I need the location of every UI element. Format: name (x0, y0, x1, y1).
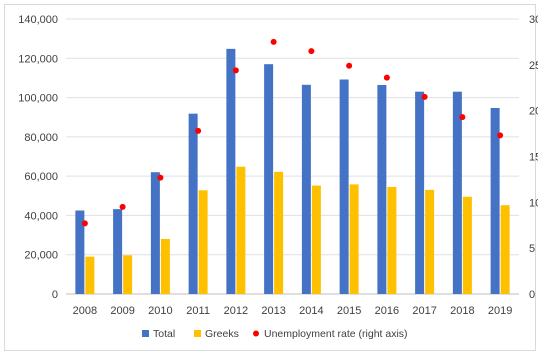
x-tick-label: 2014 (299, 305, 323, 317)
x-tick-label: 2011 (186, 305, 210, 317)
bar-total (188, 113, 198, 294)
y-left-tick-label: 120,000 (18, 53, 58, 65)
unemployment-point (81, 220, 88, 227)
x-tick-label: 2018 (450, 305, 474, 317)
bar-greeks (387, 186, 397, 294)
bar-total (377, 85, 387, 294)
unemployment-point (346, 62, 353, 69)
x-tick-label: 2010 (148, 305, 172, 317)
y-right-tick-label: 25 (529, 60, 538, 72)
y-left-tick-label: 100,000 (18, 93, 58, 105)
legend-label-total: Total (153, 328, 175, 340)
bar-total (75, 210, 85, 294)
bar-greeks (311, 185, 321, 294)
unemployment-point (497, 132, 504, 139)
unemployment-point (308, 48, 315, 55)
x-tick-label: 2017 (412, 305, 436, 317)
bar-total (452, 91, 462, 294)
unemployment-point (459, 114, 466, 121)
bar-marks (75, 48, 510, 294)
y-left-tick-label: 140,000 (18, 14, 58, 26)
y-left-tick-label: 80,000 (24, 132, 58, 144)
unemployment-point (232, 67, 239, 74)
legend-swatch-total (142, 330, 149, 337)
x-tick-label: 2016 (375, 305, 399, 317)
unemployment-point (119, 203, 126, 210)
bar-total (113, 209, 123, 294)
bar-total (264, 64, 274, 294)
x-tick-label: 2009 (110, 305, 134, 317)
y-right-tick-label: 15 (529, 152, 538, 164)
y-right-tick-label: 5 (529, 243, 535, 255)
bar-total (150, 172, 160, 294)
x-tick-label: 2012 (224, 305, 248, 317)
bar-total (415, 91, 425, 294)
y-left-tick-label: 40,000 (24, 210, 58, 222)
bar-greeks (462, 196, 472, 294)
bar-greeks (236, 166, 246, 294)
bar-total (226, 48, 236, 294)
x-tick-label: 2008 (73, 305, 97, 317)
right-axis-ticks: 0 5 10 15 20 25 30 (529, 14, 538, 301)
y-right-tick-label: 30 (529, 14, 538, 26)
legend-marker-unemployment (253, 330, 259, 337)
x-tick-label: 2013 (261, 305, 285, 317)
bar-greeks (349, 184, 359, 294)
bar-total (339, 79, 349, 294)
bar-greeks (123, 255, 133, 294)
legend-label-greeks: Greeks (205, 328, 239, 340)
unemployment-point (270, 38, 277, 45)
unemployment-point (157, 174, 164, 181)
bar-greeks (160, 239, 170, 294)
legend: Total Greeks Unemployment rate (right ax… (142, 328, 408, 340)
unemployment-point (383, 74, 390, 81)
bar-greeks (425, 189, 435, 294)
left-axis-ticks: 0 20,000 40,000 60,000 80,000 100,000 120,000 1… (18, 14, 58, 301)
y-left-tick-label: 60,000 (24, 171, 58, 183)
legend-label-unemployment: Unemployment rate (right axis) (264, 328, 408, 340)
legend-swatch-greeks (194, 330, 201, 337)
unemployment-point (421, 93, 428, 100)
bar-total (301, 84, 311, 294)
bar-total (490, 107, 500, 294)
bar-greeks (500, 205, 510, 294)
x-tick-label: 2015 (337, 305, 361, 317)
gridlines (66, 18, 519, 295)
y-left-tick-label: 20,000 (24, 250, 58, 262)
x-tick-label: 2019 (488, 305, 512, 317)
unemployment-points (81, 38, 504, 227)
bar-greeks (85, 256, 95, 294)
bar-greeks (198, 190, 208, 294)
y-left-tick-label: 0 (52, 289, 58, 301)
bar-greeks (274, 171, 284, 294)
unemployment-point (195, 127, 202, 134)
y-right-tick-label: 20 (529, 106, 538, 118)
y-right-tick-label: 10 (529, 197, 538, 209)
x-axis-ticks: 2008 2009 2010 2011 2012 2013 2014 2015 2016 2017… (73, 305, 513, 317)
y-right-tick-label: 0 (529, 289, 535, 301)
